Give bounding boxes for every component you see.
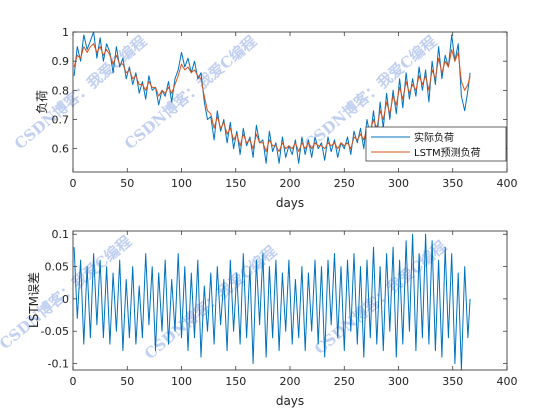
- y-tick-label: -0.05: [41, 325, 69, 338]
- bottom-ylabel: LSTM误差: [27, 272, 41, 328]
- x-tick-label: 150: [225, 375, 246, 388]
- bottom-ticks: 0 50 100 150 200 250 300 350 400 -0.1 -0.05 0 0.05 0.…: [41, 228, 518, 388]
- y-tick-label: 0.05: [45, 261, 70, 274]
- y-tick-label: 0.8: [52, 84, 70, 97]
- series-line-actual: [73, 31, 471, 164]
- top-plot: CSDN博客：我爱C编程 CSDN博客：我爱C编程 CSDN博客：我爱C编程 0…: [11, 26, 517, 210]
- y-tick-label: 0.6: [52, 143, 70, 156]
- x-tick-label: 0: [70, 375, 77, 388]
- x-tick-label: 350: [442, 375, 463, 388]
- x-tick-label: 300: [388, 375, 409, 388]
- top-xlabel: days: [276, 196, 304, 210]
- x-tick-label: 150: [225, 177, 246, 190]
- x-tick-label: 350: [442, 177, 463, 190]
- legend-box: [365, 126, 507, 162]
- y-tick-label: 0.7: [52, 114, 70, 127]
- x-tick-label: 400: [497, 177, 518, 190]
- legend: 实际负荷 LSTM预测负荷: [365, 126, 507, 162]
- bottom-series-layer: [73, 233, 471, 371]
- x-tick-label: 100: [171, 375, 192, 388]
- x-tick-label: 50: [120, 375, 134, 388]
- bottom-xlabel: days: [276, 394, 304, 408]
- y-tick-label: -0.1: [48, 358, 69, 371]
- series-line-lstm: [73, 43, 471, 153]
- top-ticks: 0 50 100 150 200 250 300 350 400 0.6 0.7 0.8 0.9 1: [52, 26, 518, 190]
- x-tick-label: 400: [497, 375, 518, 388]
- y-tick-label: 0: [62, 293, 69, 306]
- x-tick-label: 250: [334, 375, 355, 388]
- top-ylabel: 负荷: [35, 90, 49, 114]
- y-tick-label: 0.9: [52, 55, 70, 68]
- x-tick-label: 200: [280, 177, 301, 190]
- x-tick-label: 0: [70, 177, 77, 190]
- x-tick-label: 250: [334, 177, 355, 190]
- x-tick-label: 200: [280, 375, 301, 388]
- y-tick-label: 0.1: [52, 228, 70, 241]
- x-tick-label: 100: [171, 177, 192, 190]
- series-line-error: [73, 233, 471, 371]
- top-series-layer: [73, 31, 471, 164]
- y-tick-label: 1: [62, 26, 69, 39]
- x-tick-label: 300: [388, 177, 409, 190]
- legend-label-actual: 实际负荷: [414, 131, 454, 144]
- x-tick-label: 50: [120, 177, 134, 190]
- legend-label-lstm: LSTM预测负荷: [414, 146, 481, 159]
- bottom-plot: CSDN博客：我爱C编程 CSDN博客：我爱C编程 CSDN博客：我爱C编程 0…: [0, 228, 518, 408]
